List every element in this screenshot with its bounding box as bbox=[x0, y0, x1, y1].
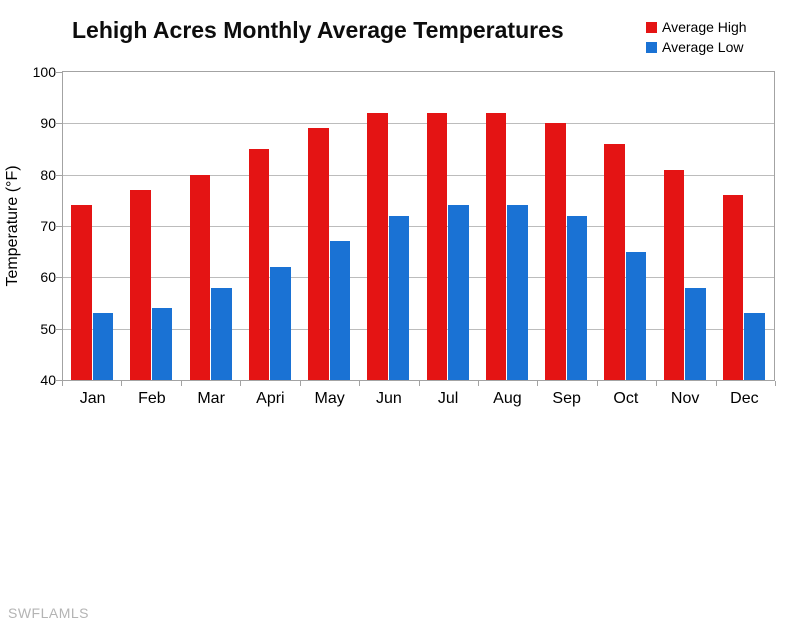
x-tick-label-aug: Aug bbox=[493, 390, 522, 407]
y-tick-label-60: 60 bbox=[40, 269, 56, 285]
x-tick-label-may: May bbox=[314, 390, 345, 407]
y-tick-mark bbox=[55, 123, 62, 124]
bar-high-jul bbox=[426, 113, 447, 380]
legend-swatch-high-icon bbox=[646, 21, 657, 33]
legend-item-average-high: Average High bbox=[646, 17, 747, 37]
x-tick-mark bbox=[419, 381, 420, 386]
bar-low-feb bbox=[151, 308, 173, 380]
legend-label-average-low: Average Low bbox=[662, 39, 744, 55]
bar-high-may bbox=[308, 128, 329, 380]
x-tick-mark bbox=[240, 381, 241, 386]
y-tick-label-50: 50 bbox=[40, 321, 56, 337]
y-tick-label-70: 70 bbox=[40, 218, 56, 234]
bar-low-oct bbox=[625, 251, 647, 380]
x-tick-mark bbox=[656, 381, 657, 386]
x-tick-label-jun: Jun bbox=[375, 390, 402, 407]
bar-low-sep bbox=[566, 215, 587, 380]
x-tick-label-sep: Sep bbox=[552, 390, 581, 407]
x-tick-mark bbox=[300, 381, 301, 386]
bar-high-mar bbox=[189, 174, 210, 380]
x-tick-mark bbox=[775, 381, 776, 386]
x-tick-mark bbox=[716, 381, 717, 386]
y-tick-mark bbox=[55, 380, 62, 381]
x-tick-mark bbox=[597, 381, 598, 386]
bar-low-may bbox=[329, 241, 350, 380]
bar-low-mar bbox=[211, 287, 232, 380]
bar-low-jan bbox=[92, 313, 113, 380]
bar-high-feb bbox=[130, 190, 151, 380]
y-tick-mark bbox=[55, 226, 62, 227]
bar-low-dec bbox=[744, 313, 765, 380]
bar-high-apri bbox=[248, 149, 270, 380]
x-tick-mark bbox=[359, 381, 360, 386]
bar-low-jun bbox=[388, 215, 410, 380]
bar-low-aug bbox=[507, 205, 528, 380]
x-tick-label-mar: Mar bbox=[197, 390, 225, 407]
bar-low-apri bbox=[270, 267, 291, 380]
x-tick-label-oct: Oct bbox=[613, 390, 639, 407]
legend-swatch-low-icon bbox=[646, 41, 657, 53]
y-tick-mark bbox=[55, 329, 62, 330]
gridline-90 bbox=[63, 123, 774, 124]
x-tick-label-apri: Apri bbox=[256, 390, 285, 407]
bar-high-sep bbox=[545, 123, 566, 380]
y-tick-mark bbox=[55, 175, 62, 176]
bar-low-jul bbox=[448, 205, 469, 380]
plot-area bbox=[62, 71, 775, 381]
watermark: SWFLAMLS bbox=[8, 605, 90, 621]
x-tick-mark bbox=[62, 381, 63, 386]
bar-high-jan bbox=[71, 205, 92, 380]
x-tick-mark bbox=[537, 381, 538, 386]
y-tick-mark bbox=[55, 72, 62, 73]
x-tick-mark bbox=[121, 381, 122, 386]
x-tick-label-nov: Nov bbox=[670, 390, 700, 407]
bar-high-dec bbox=[722, 195, 744, 380]
legend-item-average-low: Average Low bbox=[646, 37, 747, 57]
x-tick-label-jul: Jul bbox=[437, 390, 459, 407]
y-tick-label-40: 40 bbox=[40, 372, 56, 388]
gridline-80 bbox=[63, 175, 774, 176]
legend: Average High Average Low bbox=[646, 17, 747, 57]
y-tick-mark bbox=[55, 277, 62, 278]
bar-high-oct bbox=[604, 143, 625, 380]
bar-high-jun bbox=[367, 113, 388, 380]
x-tick-label-jan: Jan bbox=[79, 390, 106, 407]
y-tick-label-100: 100 bbox=[32, 64, 56, 80]
y-tick-label-90: 90 bbox=[40, 115, 56, 131]
bar-high-nov bbox=[663, 169, 684, 380]
legend-label-average-high: Average High bbox=[662, 19, 747, 35]
bar-high-aug bbox=[485, 113, 507, 380]
x-tick-mark bbox=[181, 381, 182, 386]
x-tick-label-dec: Dec bbox=[730, 390, 759, 407]
x-tick-mark bbox=[478, 381, 479, 386]
gridline-70 bbox=[63, 226, 774, 227]
bar-low-nov bbox=[685, 287, 706, 380]
x-tick-label-feb: Feb bbox=[138, 390, 166, 407]
chart-title: Lehigh Acres Monthly Average Temperature… bbox=[72, 17, 564, 43]
gridline-60 bbox=[63, 277, 774, 278]
gridline-50 bbox=[63, 329, 774, 330]
y-tick-label-80: 80 bbox=[40, 167, 56, 183]
